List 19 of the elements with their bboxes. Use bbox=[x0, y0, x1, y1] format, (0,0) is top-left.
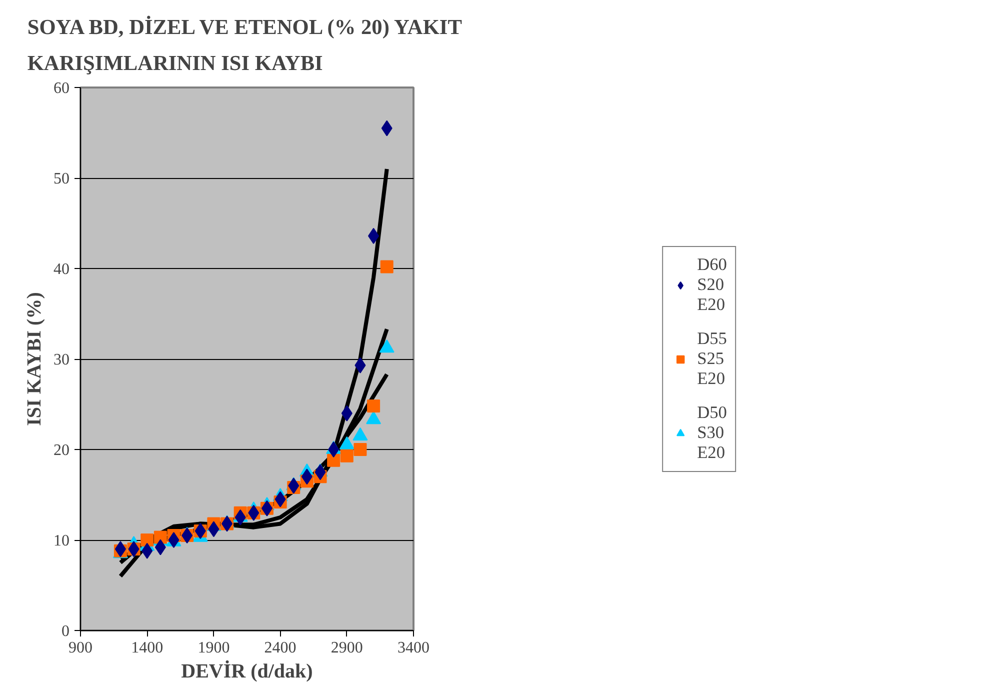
y-axis-title: ISI KAYBI (%) bbox=[24, 292, 46, 426]
chart-title: SOYA BD, DİZEL VE ETENOL (% 20) YAKIT KARIŞIMLARININ ISI KAYBI bbox=[27, 15, 462, 75]
x-axis-title: DEVİR (d/dak) bbox=[181, 660, 313, 682]
y-tick-label: 40 bbox=[54, 261, 70, 278]
x-tick-label: 2900 bbox=[330, 640, 363, 656]
legend-label: D60 S20 E20 bbox=[697, 254, 727, 314]
y-tick-label: 0 bbox=[62, 623, 70, 640]
y-tick-label: 50 bbox=[54, 170, 70, 188]
x-tick-label: 900 bbox=[68, 640, 92, 656]
y-tick-label: 30 bbox=[54, 352, 70, 368]
legend-label: D50 S30 E20 bbox=[697, 402, 727, 462]
x-tick-label: 1900 bbox=[198, 640, 230, 656]
x-tick-label: 3400 bbox=[398, 640, 430, 656]
y-tick-label: 20 bbox=[54, 442, 70, 459]
y-tick-label: 60 bbox=[54, 80, 70, 97]
legend-label: D55 S25 E20 bbox=[697, 328, 727, 388]
x-tick-label: 2400 bbox=[264, 640, 296, 656]
y-tick-label: 10 bbox=[54, 532, 70, 550]
x-tick-label: 1400 bbox=[131, 640, 164, 656]
